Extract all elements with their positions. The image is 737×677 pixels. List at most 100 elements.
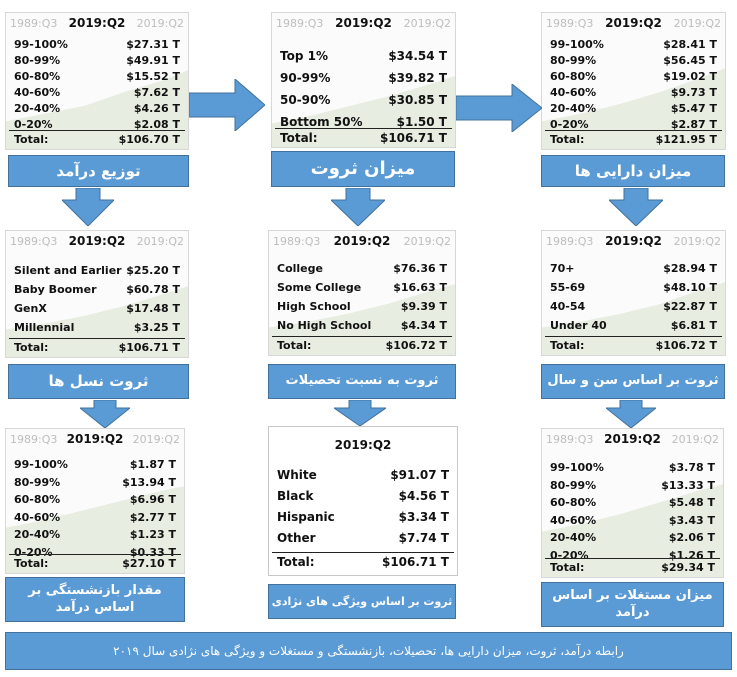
total-row: Total: $106.71 T (272, 552, 454, 569)
table-row: 40-60% $7.62 T (14, 86, 180, 99)
area-chart-background (272, 76, 455, 147)
total-row: Total: $106.70 T (9, 130, 185, 147)
total-row: Total: $29.34 T (545, 558, 720, 575)
table-row: 40-60% $9.73 T (550, 86, 717, 99)
race-panel: 2019:Q2 White $91.07 T Black $4.56 T Hispa… (268, 426, 458, 576)
quarter-end: 2019:Q2 (671, 433, 719, 446)
table-row: 40-54 $22.87 T (550, 300, 717, 313)
footer-caption: رابطه درآمد، ثروت، میزان دارایی ها، تحصی… (5, 632, 732, 670)
quarter-current: 2019:Q2 (605, 234, 662, 248)
quarter-start: 1989:Q3 (546, 433, 594, 446)
arrow-down-icon (609, 188, 663, 226)
table-row: 0-20% $2.87 T (550, 118, 717, 131)
table-row: Millennial $3.25 T (14, 321, 180, 334)
table-row: 99-100% $28.41 T (550, 38, 717, 51)
arrow-down-icon (334, 400, 386, 426)
arrow-down-icon (62, 188, 114, 226)
arrow-down-icon (606, 400, 656, 428)
arrow-right-icon (189, 79, 265, 131)
table-row: 90-99% $39.82 T (280, 71, 447, 85)
total-row: Total: $121.95 T (545, 130, 722, 147)
area-chart-background (542, 484, 723, 577)
table-row: 20-40% $2.06 T (550, 531, 715, 544)
quarter-current: 2019:Q2 (333, 234, 391, 248)
education-panel: 1989:Q3 2019:Q2 2019:Q2 College $76.36 T … (268, 230, 456, 356)
table-row: 99-100% $27.31 T (14, 38, 180, 51)
table-row: Under 40 $6.81 T (550, 319, 717, 332)
education-rows: College $76.36 T Some College $16.63 T Hig… (277, 259, 447, 335)
wealth-panel: 1989:Q3 2019:Q2 2019:Q2 Top 1% $34.54 T 9… (271, 12, 456, 148)
quarter-current: 2019:Q2 (335, 16, 392, 30)
table-row: 40-60% $2.77 T (14, 510, 176, 524)
generations-rows: Silent and Earlier $25.20 T Baby Boomer $6… (14, 261, 180, 337)
assets-panel: 1989:Q3 2019:Q2 2019:Q2 99-100% $28.41 T … (541, 12, 726, 150)
quarter-current: 2019:Q2 (334, 438, 392, 452)
table-row: Bottom 50% $1.50 T (280, 115, 447, 129)
education-label: ثروت به نسبت تحصیلات (268, 364, 456, 399)
quarter-current: 2019:Q2 (604, 432, 661, 446)
quarter-start: 1989:Q3 (276, 17, 324, 30)
table-row: Top 1% $34.54 T (280, 49, 447, 63)
area-chart-background (269, 284, 455, 355)
assets-label: میزان دارایی ها (541, 155, 725, 187)
area-chart-background (6, 70, 188, 149)
age-label: ثروت بر اساس سن و سال (541, 364, 725, 399)
quarter-end: 2019:Q2 (136, 235, 184, 248)
generations-panel: 1989:Q3 2019:Q2 2019:Q2 Silent and Earli… (5, 230, 189, 358)
quarter-end: 2019:Q2 (673, 235, 721, 248)
quarter-current: 2019:Q2 (66, 432, 124, 446)
total-row: Total: $106.72 T (545, 336, 722, 353)
quarter-end: 2019:Q2 (403, 17, 451, 30)
pension-label: مقدار بازنشستگی بر اساس درآمد (5, 577, 185, 622)
arrow-down-icon (80, 400, 130, 428)
area-chart-background (6, 286, 188, 357)
table-row: No High School $4.34 T (277, 319, 447, 332)
table-row: Black $4.56 T (277, 489, 449, 503)
generations-label: ثروت نسل ها (8, 364, 189, 399)
race-label: ثروت بر اساس ویژگی های نژادی (268, 584, 456, 619)
area-chart-background (6, 486, 184, 573)
table-row: 20-40% $4.26 T (14, 102, 180, 115)
total-row: Total: $106.71 T (275, 128, 452, 145)
quarter-start: 1989:Q3 (546, 17, 594, 30)
table-row: 80-99% $13.33 T (550, 478, 715, 492)
assets-rows: 99-100% $28.41 T 80-99% $56.45 T 60-80% $19… (550, 37, 717, 133)
table-row: 0-20% $0.33 T (14, 545, 176, 559)
total-row: Total: $106.72 T (272, 336, 452, 353)
table-row: College $76.36 T (277, 262, 447, 275)
quarter-end: 2019:Q2 (136, 17, 184, 30)
table-row: 55-69 $48.10 T (550, 281, 717, 294)
table-row: Other $7.74 T (277, 531, 449, 545)
table-row: 20-40% $5.47 T (550, 102, 717, 115)
table-row: 60-80% $6.96 T (14, 493, 176, 506)
quarter-current: 2019:Q2 (68, 234, 126, 248)
total-row: Total: $106.71 T (9, 338, 185, 355)
income-label: توزیع درآمد (8, 155, 189, 187)
table-row: 60-80% $5.48 T (550, 496, 715, 509)
realestate-panel: 1989:Q3 2019:Q2 2019:Q2 99-100% $3.78 T 8… (541, 428, 724, 578)
table-row: Hispanic $3.34 T (277, 510, 449, 524)
quarter-end: 2019:Q2 (403, 235, 451, 248)
table-row: 80-99% $13.94 T (14, 475, 176, 489)
quarter-current: 2019:Q2 (68, 16, 126, 30)
quarter-start: 1989:Q3 (10, 433, 58, 446)
table-row: 99-100% $1.87 T (14, 458, 176, 471)
income-panel: 1989:Q3 2019:Q2 2019:Q2 99-100% $27.31 T … (5, 12, 189, 150)
area-chart-background (542, 68, 725, 149)
quarter-start: 1989:Q3 (546, 235, 594, 248)
age-rows: 70+ $28.94 T 55-69 $48.10 T 40-54 $22.87 T … (550, 259, 717, 335)
table-row: 40-60% $3.43 T (550, 513, 715, 527)
table-row: Baby Boomer $60.78 T (14, 283, 180, 296)
table-row: 60-80% $15.52 T (14, 70, 180, 83)
arrow-right-icon (456, 84, 542, 132)
income-rows: 99-100% $27.31 T 80-99% $49.91 T 60-80% $15… (14, 37, 180, 133)
arrow-down-icon (331, 188, 385, 226)
table-row: 80-99% $56.45 T (550, 54, 717, 67)
table-row: 99-100% $3.78 T (550, 461, 715, 474)
realestate-label: میزان مستغلات بر اساس درآمد (541, 582, 724, 627)
table-row: GenX $17.48 T (14, 302, 180, 315)
table-row: High School $9.39 T (277, 300, 447, 313)
table-row: 0-20% $2.08 T (14, 118, 180, 131)
quarter-end: 2019:Q2 (132, 433, 180, 446)
age-panel: 1989:Q3 2019:Q2 2019:Q2 70+ $28.94 T 55-6… (541, 230, 726, 356)
